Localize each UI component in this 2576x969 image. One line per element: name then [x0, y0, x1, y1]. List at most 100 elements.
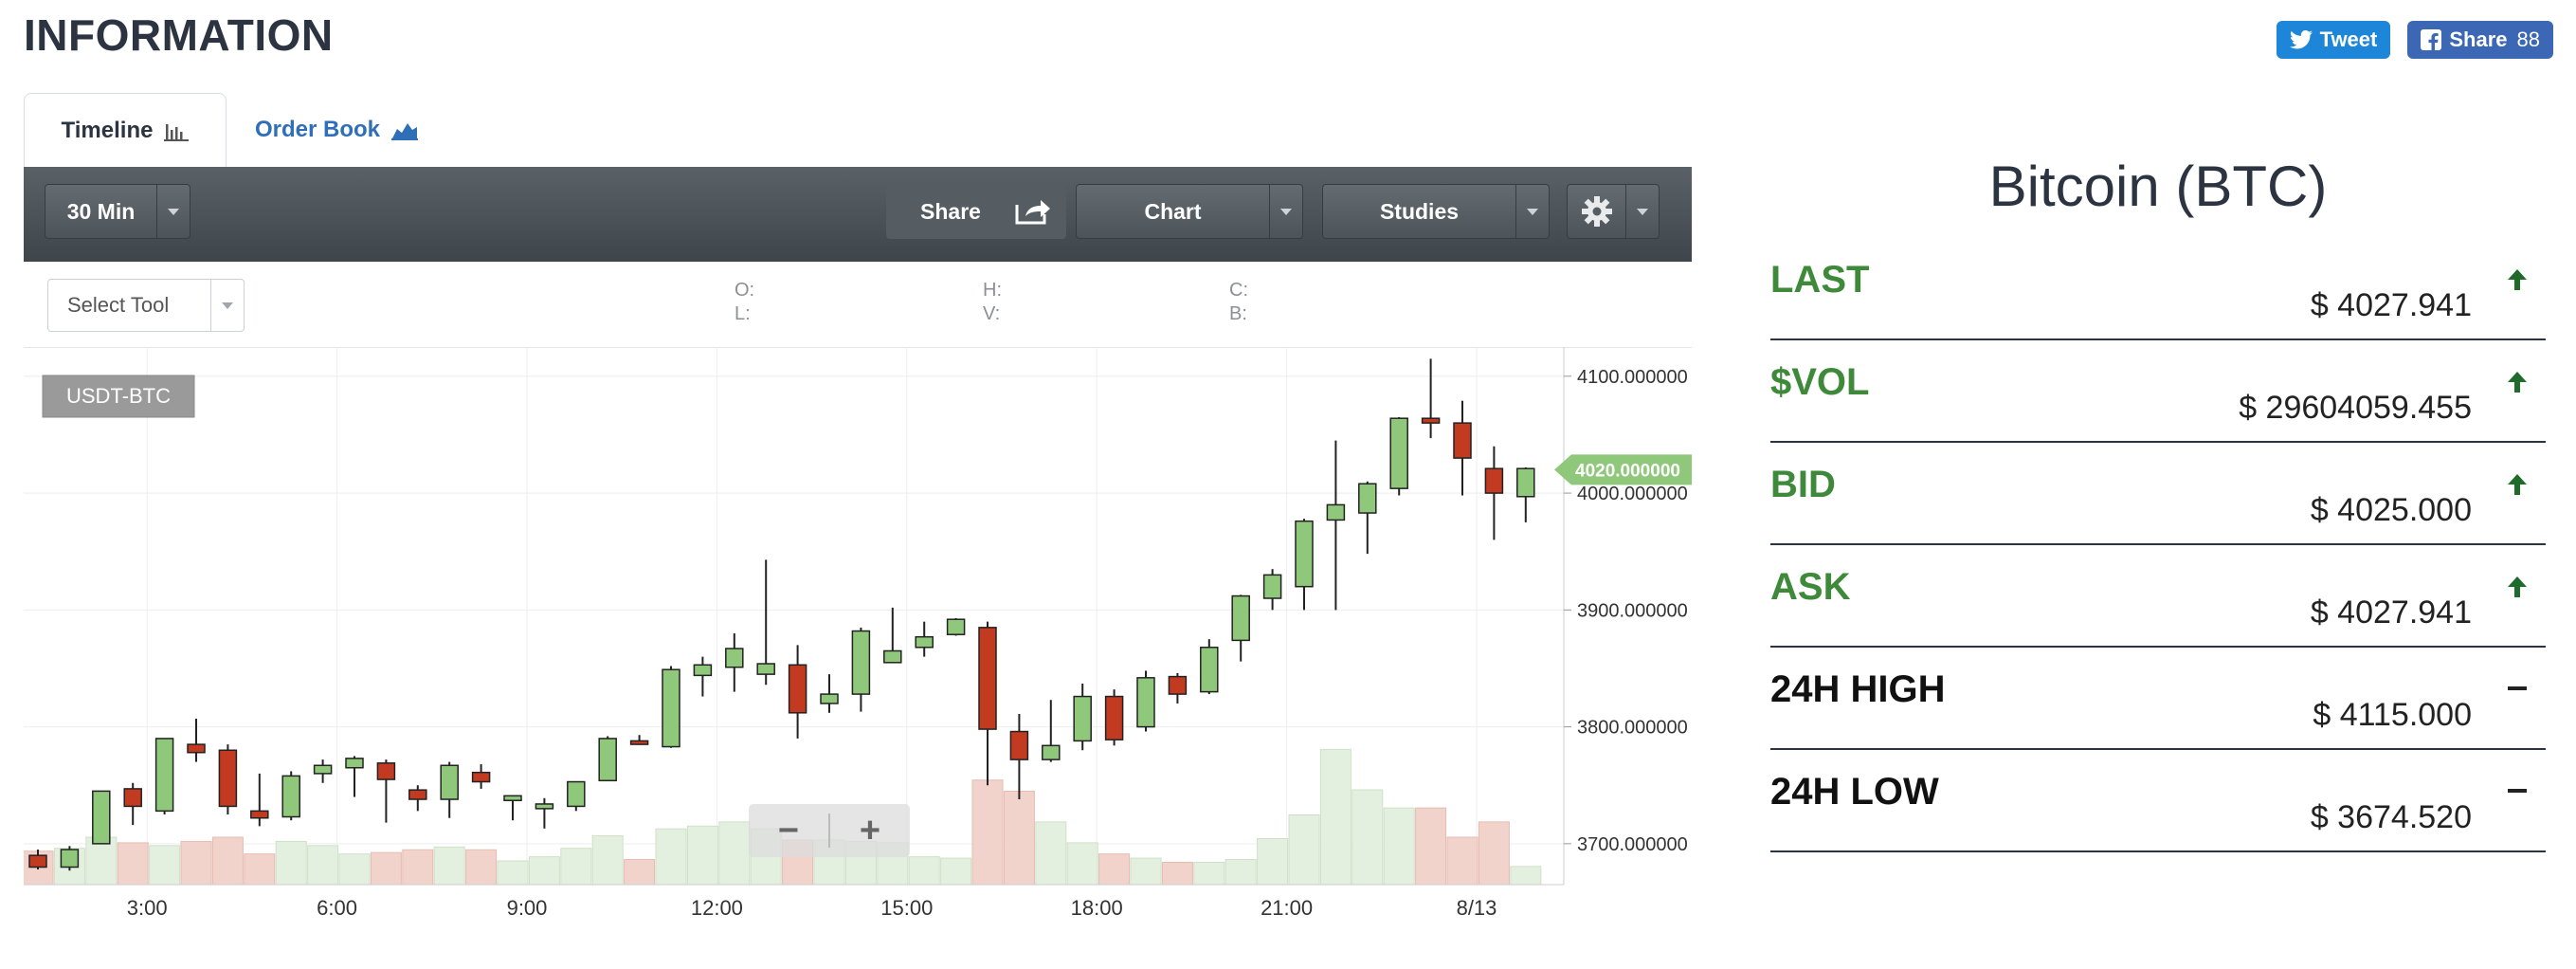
area-chart-icon — [391, 123, 419, 140]
candle-body[interactable] — [788, 664, 807, 714]
candle-body[interactable] — [1484, 467, 1504, 494]
volume-bar — [971, 779, 1004, 886]
chart-type-dropdown[interactable]: Chart — [1076, 184, 1303, 239]
volume-bar — [528, 856, 560, 886]
candle-body[interactable] — [1231, 594, 1250, 642]
candle-body[interactable] — [598, 738, 617, 782]
market-info-panel: Bitcoin (BTC) LAST $ 4027.941 $VOL $ 296040… — [1770, 142, 2546, 852]
volume-bar — [1319, 748, 1351, 886]
volume-bar — [940, 857, 972, 886]
candle-body[interactable] — [1136, 677, 1155, 728]
chart-toolbar: 30 Min Share Chart Studies — [24, 167, 1692, 262]
candle-body[interactable] — [281, 775, 300, 818]
candle-body[interactable] — [662, 668, 680, 748]
candle-body[interactable] — [693, 664, 713, 677]
candle-body[interactable] — [187, 743, 206, 754]
volume-bar — [180, 840, 212, 886]
volume-bar — [1130, 857, 1162, 886]
candle-body[interactable] — [471, 771, 491, 783]
select-tool-label: Select Tool — [67, 293, 170, 317]
dash-icon — [2498, 773, 2536, 811]
twitter-icon — [2289, 30, 2313, 49]
volume-bar — [1035, 821, 1067, 886]
volume-bar — [433, 846, 465, 886]
tweet-button[interactable]: Tweet — [2276, 21, 2391, 59]
candle-body[interactable] — [218, 749, 238, 808]
info-row-last: LAST $ 4027.941 — [1770, 238, 2546, 340]
ohlc-readout-h: H: V: — [983, 279, 1002, 326]
candle-body[interactable] — [1421, 417, 1441, 424]
arrow-up-icon — [2498, 261, 2536, 299]
candle-body[interactable] — [154, 738, 174, 813]
volume-bar — [244, 853, 276, 886]
candle-body[interactable] — [345, 758, 364, 769]
candle-body[interactable] — [535, 803, 554, 810]
candle-body[interactable] — [250, 810, 269, 819]
volume-bar — [1098, 853, 1131, 886]
arrow-up-icon — [2498, 466, 2536, 503]
candlestick-chart[interactable]: 3700.000000 3800.000000 3900.000000 4000.00… — [24, 347, 1692, 935]
bar-chart-icon — [164, 123, 190, 141]
candle-body[interactable] — [725, 648, 744, 668]
candle-body[interactable] — [376, 762, 396, 780]
studies-dropdown[interactable]: Studies — [1322, 184, 1550, 239]
candle-body[interactable] — [1168, 675, 1188, 695]
volume-bar — [1288, 814, 1320, 886]
candle-body[interactable] — [1326, 503, 1346, 521]
settings-dropdown[interactable] — [1567, 184, 1660, 239]
zoom-out-button[interactable]: − — [777, 811, 800, 850]
candle-body[interactable] — [851, 630, 871, 695]
candle-body[interactable] — [1104, 695, 1124, 740]
candle-body[interactable] — [1200, 647, 1219, 693]
candle-body[interactable] — [440, 764, 459, 800]
candle-body[interactable] — [915, 635, 934, 649]
candle-body[interactable] — [1009, 730, 1029, 760]
chevron-down-icon — [156, 185, 190, 238]
candle-body[interactable] — [1042, 744, 1061, 760]
volume-bar — [1257, 837, 1289, 886]
volume-bar — [591, 835, 624, 886]
interval-dropdown[interactable]: 30 Min — [45, 184, 190, 239]
info-label: 24H HIGH — [1770, 668, 1946, 710]
ohlc-volume-label: V: — [983, 303, 1001, 324]
share-count: 88 — [2516, 27, 2540, 51]
candle-body[interactable] — [1389, 417, 1408, 489]
candle-body[interactable] — [60, 849, 80, 868]
info-label: BID — [1770, 464, 1836, 505]
tab-timeline[interactable]: Timeline — [24, 93, 227, 167]
symbol-label: USDT-BTC — [66, 384, 171, 408]
candle-body[interactable] — [946, 618, 966, 635]
candle-body[interactable] — [567, 780, 586, 808]
info-value: $ 4115.000 — [2313, 697, 2472, 733]
candle-body[interactable] — [1358, 483, 1377, 514]
ohlc-bid-label: B: — [1229, 303, 1247, 324]
candle-body[interactable] — [756, 663, 775, 675]
ohlc-readout-c: C: B: — [1229, 279, 1248, 326]
candle-body[interactable] — [883, 649, 902, 664]
share-chart-button[interactable]: Share — [886, 184, 1066, 239]
candle-body[interactable] — [978, 627, 997, 730]
volume-bar — [655, 828, 687, 886]
candle-body[interactable] — [1262, 574, 1282, 599]
volume-bar — [1066, 842, 1098, 886]
candle-body[interactable] — [629, 740, 649, 745]
candle-body[interactable] — [408, 789, 427, 800]
candle-body[interactable] — [123, 788, 142, 808]
facebook-share-button[interactable]: Share 88 — [2407, 21, 2553, 59]
candle-body[interactable] — [1453, 422, 1472, 459]
y-tick-label: 3900.000000 — [1577, 600, 1688, 621]
candle-body[interactable] — [28, 854, 47, 868]
volume-bar — [1478, 821, 1510, 886]
select-tool-dropdown[interactable]: Select Tool — [47, 279, 245, 332]
candle-body[interactable] — [820, 693, 839, 704]
candle-body[interactable] — [1295, 520, 1314, 588]
candle-body[interactable] — [313, 764, 333, 775]
tab-order-book[interactable]: Order Book — [227, 93, 446, 167]
info-value: $ 4027.941 — [2310, 287, 2472, 323]
candle-body[interactable] — [1073, 695, 1092, 742]
candle-body[interactable] — [503, 795, 522, 802]
zoom-in-button[interactable]: + — [859, 811, 881, 850]
candle-body[interactable] — [1516, 467, 1535, 498]
facebook-icon — [2421, 29, 2442, 50]
candle-body[interactable] — [92, 790, 111, 845]
